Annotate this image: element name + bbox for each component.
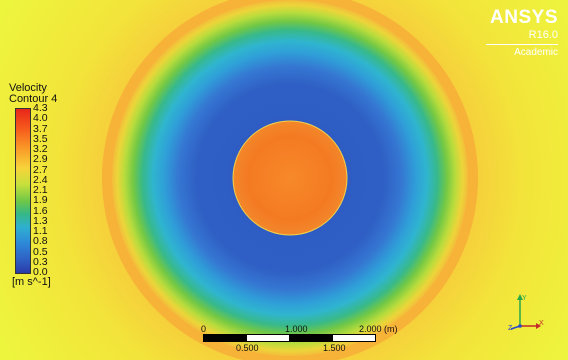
- legend-tick-label: 3.7: [33, 122, 48, 135]
- legend-tick-label: 2.7: [33, 163, 48, 176]
- axis-triad-icon: X Y Z: [508, 294, 544, 332]
- logo-version: R16.0: [528, 29, 558, 41]
- legend-tick-label: 2.9: [33, 153, 48, 166]
- legend-body: 4.3 4.0 3.7 3.5 3.2 2.9 2.7 2.4 2.1 1.9 1.6 1.3 1.1 0…: [9, 103, 57, 289]
- legend-tick-label: 0.3: [33, 255, 48, 268]
- legend-tick-label: 1.6: [33, 204, 48, 217]
- legend-colorbar: [15, 108, 31, 274]
- ansys-logo: ANSYS R16.0 Academic: [486, 8, 558, 59]
- legend-tick-label: 1.1: [33, 225, 48, 237]
- scale-label-1000: 1.000: [285, 324, 308, 334]
- legend-tick-label: 0.0: [33, 266, 48, 278]
- logo-divider: [486, 44, 558, 45]
- scale-segment-4: [332, 334, 376, 342]
- legend-tick-label: 1.9: [33, 194, 48, 207]
- logo-edition: Academic: [514, 47, 558, 58]
- scale-segment-1: [203, 334, 247, 342]
- legend-tick-label: 0.8: [33, 235, 48, 248]
- scale-label-0: 0: [201, 324, 207, 334]
- axis-triad[interactable]: X Y Z: [508, 292, 544, 338]
- legend-title-contour: Contour 4: [9, 93, 58, 105]
- axis-y-label: Y: [522, 295, 527, 302]
- scale-label-2000: 2.000 (m): [359, 324, 398, 334]
- scale-segment-3: [289, 334, 333, 342]
- legend-tick-label: 2.4: [33, 173, 48, 186]
- scale-bar: 0 1.000 2.000 (m) 0.500 1.500: [201, 324, 423, 354]
- legend-title-variable: Velocity: [9, 82, 47, 94]
- axis-z-label: Z: [508, 325, 513, 332]
- scale-segment-2: [246, 334, 290, 342]
- color-legend[interactable]: Velocity Contour 4 4.3 4.0 3.7 3.5 3.2 2.9 2.7…: [9, 82, 58, 289]
- legend-tick-label: 1.3: [33, 214, 48, 227]
- scale-label-1500: 1.500: [323, 343, 346, 353]
- scale-label-500: 0.500: [236, 343, 259, 353]
- legend-tick-label: 0.5: [33, 245, 48, 258]
- legend-tick-label: 4.0: [33, 112, 48, 125]
- legend-units: [m s^-1]: [12, 276, 51, 288]
- inner-cylinder-disk: [232, 120, 348, 236]
- legend-tick-label: 2.1: [33, 184, 48, 196]
- legend-tick-label: 3.5: [33, 132, 48, 145]
- legend-tick-label: 3.2: [33, 143, 48, 155]
- axis-x-label: X: [539, 320, 544, 327]
- logo-name: ANSYS: [490, 7, 558, 28]
- legend-tick-label: 4.3: [33, 102, 48, 114]
